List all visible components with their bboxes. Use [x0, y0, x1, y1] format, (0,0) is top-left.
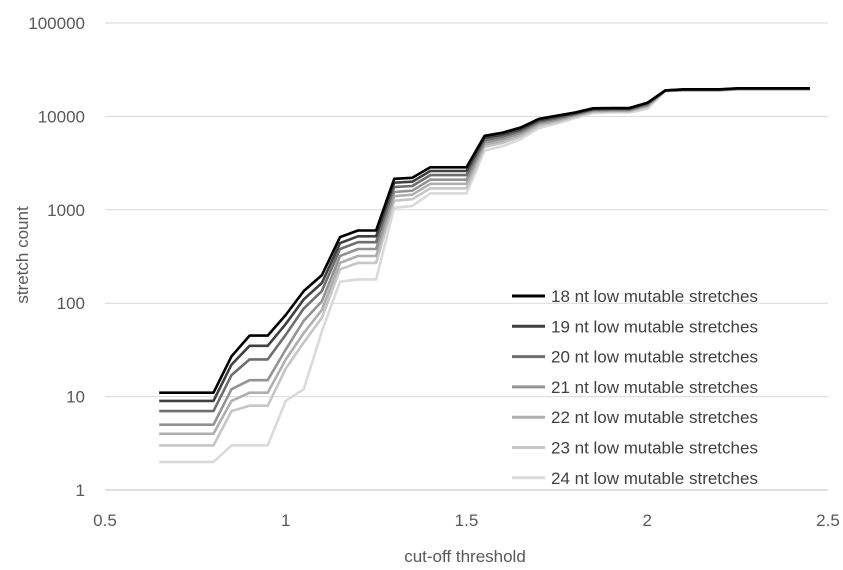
x-tick-label: 0.5	[93, 511, 117, 530]
series-line-1	[159, 87, 810, 395]
legend-label: 22 nt low mutable stretches	[551, 408, 758, 427]
x-tick-label: 2.5	[816, 511, 840, 530]
y-tick-label: 1	[76, 481, 85, 500]
y-tick-label: 10000	[38, 107, 85, 126]
y-tick-label: 100	[57, 294, 85, 313]
x-tick-label: 1.5	[455, 511, 479, 530]
legend-label: 21 nt low mutable stretches	[551, 378, 758, 397]
legend-label: 20 nt low mutable stretches	[551, 348, 758, 367]
gridlines	[105, 22, 828, 398]
legend: 18 nt low mutable stretches 19 nt low mut…	[512, 287, 758, 488]
legend-label: 19 nt low mutable stretches	[551, 317, 758, 336]
x-tick-label: 2	[643, 511, 652, 530]
legend-label: 24 nt low mutable stretches	[551, 469, 758, 488]
y-axis-title: stretch count	[13, 206, 32, 304]
y-tick-label: 100000	[28, 14, 85, 33]
legend-label: 18 nt low mutable stretches	[551, 287, 758, 306]
y-tick-label: 1000	[47, 201, 85, 220]
axes: 1 10 100 1000 10000 100000 0.5 1 1.5 2 2.5	[28, 14, 840, 530]
series-lines	[159, 87, 810, 464]
y-tick-label: 10	[66, 388, 85, 407]
legend-label: 23 nt low mutable stretches	[551, 439, 758, 458]
x-tick-label: 1	[281, 511, 290, 530]
x-axis-title: cut-off threshold	[404, 547, 526, 566]
